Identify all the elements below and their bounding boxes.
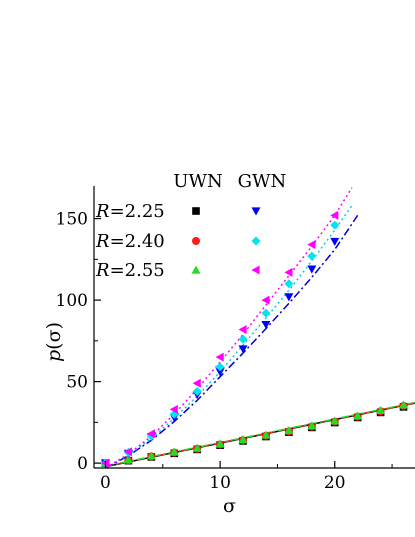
data-point <box>284 426 294 435</box>
data-point <box>215 368 225 377</box>
data-point <box>238 345 248 354</box>
x-tick-label: 10 <box>209 473 231 493</box>
y-tick-label: 100 <box>56 291 88 311</box>
data-point <box>169 404 178 414</box>
legend-marker <box>191 265 201 274</box>
axes <box>93 186 415 469</box>
y-axis-label: p(σ) <box>43 322 65 362</box>
legend-label: R=2.55 <box>95 260 165 281</box>
data-point <box>146 429 155 439</box>
legend: UWN GWN R=2.25 R=2.40 R=2.55 <box>95 171 286 281</box>
legend-column-header: UWN <box>173 171 222 192</box>
x-axis-label: σ <box>223 495 236 517</box>
data-point <box>376 405 386 415</box>
data-point <box>123 455 133 464</box>
y-tick-label: 0 <box>77 454 88 474</box>
data-point <box>284 267 293 277</box>
fit-line <box>105 402 415 468</box>
data-point <box>238 334 248 344</box>
ticks: 0 10 20 0 50 100 150 <box>56 210 393 493</box>
data-point <box>307 251 317 261</box>
legend-marker <box>192 207 200 215</box>
legend-marker <box>251 207 261 216</box>
y-tick-label: 50 <box>66 373 88 393</box>
data-point <box>261 430 271 439</box>
data-point <box>261 308 271 318</box>
legend-marker <box>251 236 261 246</box>
data-point <box>330 416 340 425</box>
data-point <box>399 400 409 409</box>
x-tick-label: 0 <box>100 473 111 493</box>
data-point <box>261 320 271 330</box>
data-point <box>192 386 202 396</box>
data-point <box>307 421 317 430</box>
data-point <box>261 295 270 305</box>
legend-label: R=2.40 <box>95 231 165 252</box>
legend-marker <box>192 237 200 245</box>
data-point <box>123 447 132 457</box>
fit-line <box>105 214 359 469</box>
fit-line <box>105 401 415 467</box>
data-point <box>330 220 340 230</box>
data-point <box>192 378 201 388</box>
data-point <box>238 434 248 444</box>
data-point <box>353 411 363 420</box>
data-point <box>284 279 294 289</box>
legend-marker <box>251 265 260 275</box>
y-tick-label: 150 <box>56 210 88 230</box>
x-tick-label: 20 <box>324 473 346 493</box>
data-point <box>330 237 340 246</box>
data-point <box>307 265 317 274</box>
data-point <box>215 362 225 372</box>
data-point <box>238 324 247 334</box>
data-point <box>192 443 202 452</box>
data-point <box>284 293 294 302</box>
data-point <box>169 447 179 456</box>
data-point <box>307 240 316 250</box>
legend-column-header: GWN <box>238 171 287 192</box>
data-point <box>146 451 156 460</box>
data-point <box>215 352 224 362</box>
data-point <box>215 439 225 448</box>
legend-label: R=2.25 <box>95 201 165 222</box>
data-points <box>100 210 409 468</box>
fit-line <box>105 187 353 469</box>
fit-lines <box>105 187 415 469</box>
data-point <box>330 210 339 220</box>
